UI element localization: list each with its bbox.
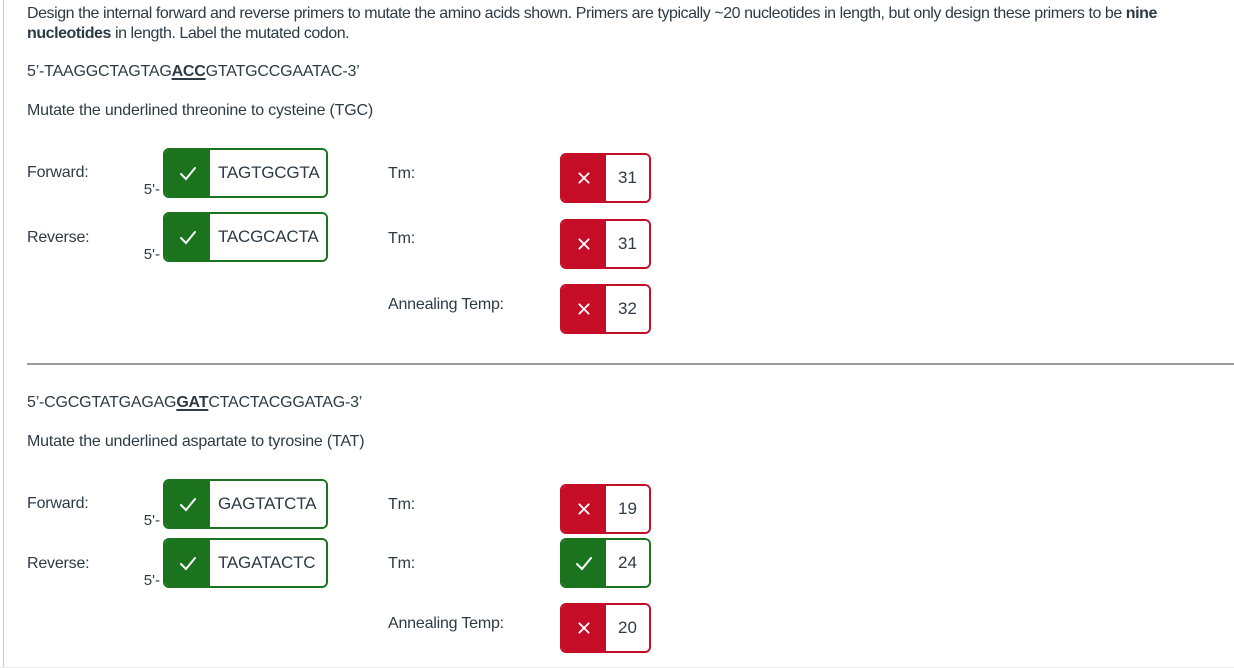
- instructions-bold-nine: nine: [1125, 5, 1158, 22]
- annealing-temp-value: 20: [606, 605, 649, 651]
- reverse-primer-value: TAGATACTC: [210, 540, 326, 586]
- forward-label: Forward:: [27, 495, 89, 512]
- five-prime-label: 5'-: [143, 572, 160, 589]
- x-icon: [578, 303, 590, 315]
- checkmark-icon: [576, 557, 592, 571]
- mutation-codon: GAT: [176, 394, 209, 411]
- status-icon-cell: [165, 150, 210, 196]
- tm-forward-value: 19: [606, 486, 649, 532]
- checkmark-icon: [179, 498, 196, 512]
- x-icon: [578, 503, 590, 515]
- annealing-temp-answer[interactable]: 20: [560, 603, 651, 653]
- instructions-bold-nucleotides: nucleotides: [27, 24, 111, 42]
- sequence-prefix: 5’-CGCGTATGAGAG: [27, 394, 177, 411]
- five-prime-label: 5'-: [143, 512, 160, 529]
- tm-label: Tm:: [388, 496, 415, 513]
- x-icon: [578, 238, 590, 250]
- status-icon-cell: [562, 540, 606, 586]
- mutation-codon: ACC: [171, 63, 206, 80]
- five-prime-label: 5'-: [143, 181, 160, 198]
- instructions-text: Design the internal forward and reverse …: [27, 5, 1126, 22]
- tm-forward-value: 31: [606, 155, 649, 201]
- instructions-text-end: in length. Label the mutated codon.: [110, 24, 350, 42]
- x-icon: [578, 622, 590, 634]
- status-icon-cell: [165, 481, 210, 527]
- panel-left-border: [3, 0, 4, 668]
- annealing-temp-label: Annealing Temp:: [388, 615, 504, 632]
- tm-forward-answer[interactable]: 19: [560, 484, 651, 534]
- mutation-instruction-2: Mutate the underlined aspartate to tyros…: [27, 433, 365, 450]
- tm-label: Tm:: [388, 165, 415, 182]
- reverse-primer-answer[interactable]: TAGATACTC: [163, 538, 328, 588]
- reverse-primer-answer[interactable]: TACGCACTA: [163, 212, 328, 262]
- five-prime-label: 5'-: [143, 246, 160, 263]
- status-icon-cell: [562, 155, 606, 201]
- sequence-prefix: 5’-TAAGGCTAGTAG: [27, 63, 172, 80]
- question-instructions: Design the internal forward and reverse …: [27, 4, 1227, 43]
- x-icon: [578, 172, 590, 184]
- annealing-temp-value: 32: [606, 286, 649, 332]
- reverse-label: Reverse:: [27, 555, 90, 572]
- sequence-suffix: CTACTACGGATAG-3’: [208, 394, 363, 411]
- checkmark-icon: [179, 167, 196, 181]
- dna-sequence-1: 5’-TAAGGCTAGTAGACCGTATGCCGAATAC-3’: [27, 63, 360, 81]
- tm-label: Tm:: [388, 555, 415, 572]
- forward-primer-value: GAGTATCTA: [210, 481, 326, 527]
- checkmark-icon: [179, 557, 196, 571]
- tm-reverse-value: 31: [606, 221, 649, 267]
- forward-label: Forward:: [27, 164, 89, 181]
- dna-sequence-2: 5’-CGCGTATGAGAGGATCTACTACGGATAG-3’: [27, 394, 362, 412]
- annealing-temp-answer[interactable]: 32: [560, 284, 651, 334]
- status-icon-cell: [562, 486, 606, 532]
- checkmark-icon: [179, 231, 196, 245]
- tm-reverse-value: 24: [606, 540, 649, 586]
- forward-primer-value: TAGTGCGTA: [210, 150, 326, 196]
- forward-primer-answer[interactable]: GAGTATCTA: [163, 479, 328, 529]
- tm-forward-answer[interactable]: 31: [560, 153, 651, 203]
- tm-reverse-answer[interactable]: 24: [560, 538, 651, 588]
- status-icon-cell: [562, 286, 606, 332]
- status-icon-cell: [562, 221, 606, 267]
- mutation-instruction-1: Mutate the underlined threonine to cyste…: [27, 102, 373, 119]
- reverse-primer-value: TACGCACTA: [210, 214, 326, 260]
- reverse-label: Reverse:: [27, 229, 90, 246]
- status-icon-cell: [165, 540, 210, 586]
- sequence-suffix: GTATGCCGAATAC-3’: [205, 63, 360, 80]
- tm-label: Tm:: [388, 230, 415, 247]
- tm-reverse-answer[interactable]: 31: [560, 219, 651, 269]
- section-divider: [27, 363, 1234, 365]
- status-icon-cell: [562, 605, 606, 651]
- forward-primer-answer[interactable]: TAGTGCGTA: [163, 148, 328, 198]
- annealing-temp-label: Annealing Temp:: [388, 296, 504, 313]
- status-icon-cell: [165, 214, 210, 260]
